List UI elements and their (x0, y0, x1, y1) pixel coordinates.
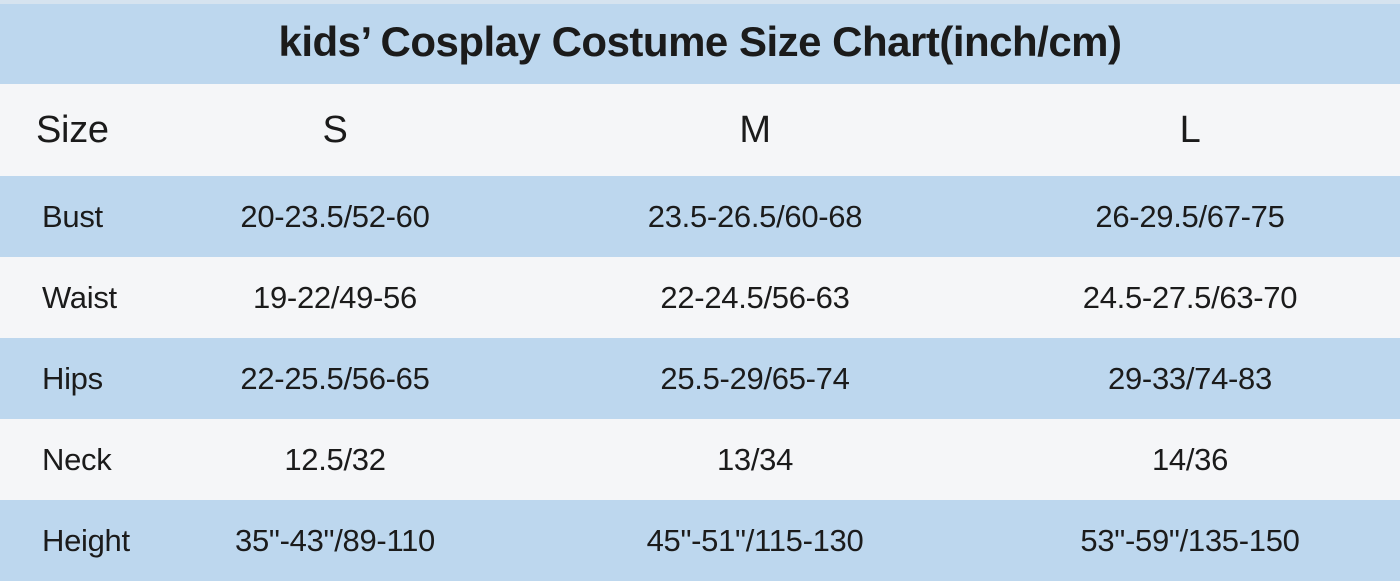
hips-label: Hips (42, 360, 103, 396)
row-height: Height 35"-43"/89-110 45"-51"/115-130 53… (0, 500, 1400, 581)
row-hips: Hips 22-25.5/56-65 25.5-29/65-74 29-33/7… (0, 338, 1400, 419)
height-m-value: 45"-51"/115-130 (646, 522, 864, 558)
bust-l-value: 26-29.5/67-75 (1095, 198, 1285, 234)
bust-m-value: 23.5-26.5/60-68 (647, 198, 863, 234)
neck-m-value: 13/34 (716, 441, 794, 477)
waist-m-value: 22-24.5/56-63 (660, 279, 850, 315)
bust-s-value: 20-23.5/52-60 (240, 198, 430, 234)
row-waist: Waist 19-22/49-56 22-24.5/56-63 24.5-27.… (0, 257, 1400, 338)
waist-s-value: 19-22/49-56 (253, 279, 417, 315)
hips-m-value: 25.5-29/65-74 (660, 360, 850, 396)
height-label: Height (42, 522, 130, 558)
neck-label: Neck (42, 441, 112, 477)
hips-l-value: 29-33/74-83 (1108, 360, 1272, 396)
waist-l-value: 24.5-27.5/63-70 (1082, 279, 1298, 315)
size-header-row: Size S M L (0, 84, 1400, 176)
size-header-label: Size (36, 108, 109, 151)
row-neck: Neck 12.5/32 13/34 14/36 (0, 419, 1400, 500)
chart-title: kids’ Cosplay Costume Size Chart(inch/cm… (278, 18, 1122, 65)
column-header-l: L (1179, 108, 1201, 151)
waist-label: Waist (42, 279, 117, 315)
neck-s-value: 12.5/32 (284, 441, 386, 477)
row-bust: Bust 20-23.5/52-60 23.5-26.5/60-68 26-29… (0, 176, 1400, 257)
height-s-value: 35"-43"/89-110 (235, 522, 435, 558)
neck-l-value: 14/36 (1151, 441, 1229, 477)
chart-title-row: kids’ Cosplay Costume Size Chart(inch/cm… (0, 0, 1400, 84)
column-header-s: S (322, 108, 348, 151)
hips-s-value: 22-25.5/56-65 (240, 360, 430, 396)
height-l-value: 53"-59"/135-150 (1080, 522, 1300, 558)
bust-label: Bust (42, 198, 103, 234)
column-header-m: M (739, 108, 771, 151)
